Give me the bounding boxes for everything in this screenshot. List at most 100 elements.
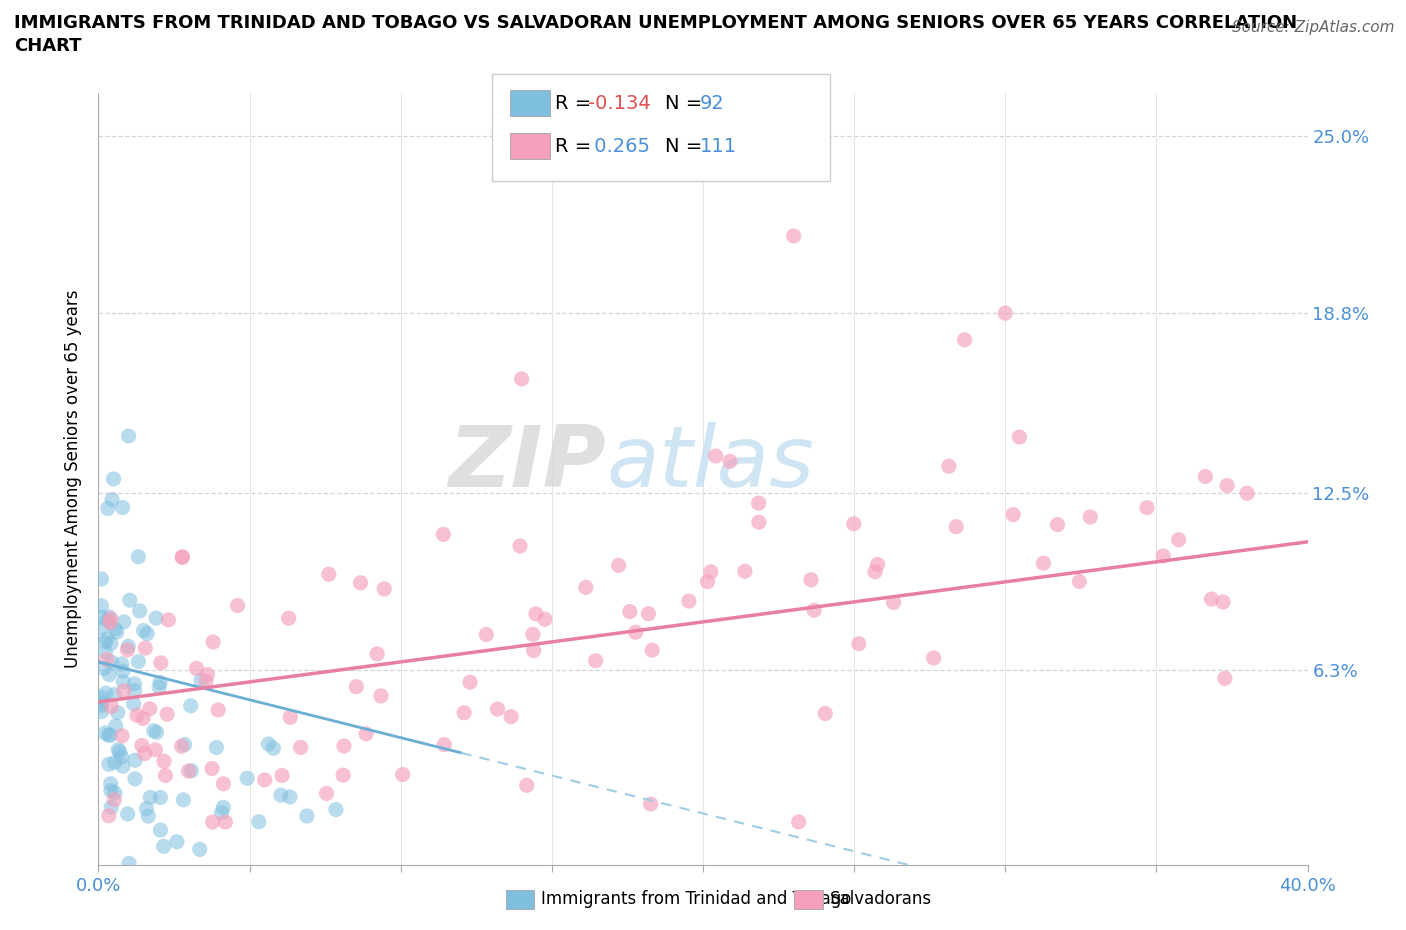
Point	[117, 806, 139, 821]
Point	[149, 790, 172, 805]
Point	[325, 803, 347, 817]
Point	[201, 761, 224, 776]
Point	[124, 771, 146, 786]
Point	[97, 609, 120, 624]
Point	[180, 698, 202, 713]
Point	[486, 701, 509, 716]
Point	[278, 790, 301, 804]
Point	[1152, 549, 1174, 564]
Point	[94, 685, 117, 700]
Point	[278, 710, 301, 724]
Point	[1069, 574, 1091, 589]
Point	[1136, 500, 1159, 515]
Point	[104, 755, 127, 770]
Point	[96, 613, 118, 628]
Point	[94, 644, 117, 659]
Point	[153, 754, 176, 769]
Point	[90, 690, 112, 705]
Point	[211, 805, 233, 820]
Point	[432, 527, 454, 542]
Point	[315, 786, 337, 801]
Text: 111: 111	[700, 137, 737, 155]
Point	[104, 719, 127, 734]
Point	[354, 726, 377, 741]
Point	[156, 707, 179, 722]
Point	[90, 598, 112, 613]
Point	[1194, 469, 1216, 484]
Point	[135, 802, 157, 817]
Point	[318, 566, 340, 581]
Point	[523, 644, 546, 658]
Point	[90, 572, 112, 587]
Point	[139, 790, 162, 804]
Point	[453, 705, 475, 720]
Point	[953, 332, 976, 347]
Point	[127, 550, 149, 565]
Point	[124, 752, 146, 767]
Point	[748, 496, 770, 511]
Point	[124, 676, 146, 691]
Point	[149, 656, 172, 671]
Point	[748, 514, 770, 529]
Point	[800, 572, 823, 587]
Point	[333, 738, 356, 753]
Point	[100, 636, 122, 651]
Point	[883, 595, 905, 610]
Point	[718, 454, 741, 469]
Point	[332, 767, 354, 782]
Point	[994, 306, 1017, 321]
Point	[391, 767, 413, 782]
Text: atlas: atlas	[606, 422, 814, 505]
Point	[110, 750, 132, 764]
Point	[103, 792, 125, 807]
Point	[1212, 594, 1234, 609]
Point	[522, 627, 544, 642]
Point	[122, 697, 145, 711]
Point	[132, 623, 155, 638]
Point	[111, 664, 134, 679]
Point	[172, 550, 194, 565]
Point	[373, 581, 395, 596]
Point	[136, 809, 159, 824]
Point	[97, 501, 120, 516]
Point	[945, 519, 967, 534]
Point	[640, 797, 662, 812]
Point	[1078, 510, 1101, 525]
Point	[253, 773, 276, 788]
Point	[370, 688, 392, 703]
Point	[499, 710, 522, 724]
Point	[90, 704, 112, 719]
Point	[108, 744, 131, 759]
Point	[194, 674, 217, 689]
Point	[104, 621, 127, 636]
Point	[607, 558, 630, 573]
Point	[842, 516, 865, 531]
Point	[1046, 517, 1069, 532]
Point	[1213, 671, 1236, 685]
Text: R =: R =	[555, 137, 598, 155]
Point	[98, 667, 121, 682]
Point	[534, 612, 557, 627]
Point	[734, 564, 756, 578]
Point	[637, 606, 659, 621]
Point	[124, 684, 146, 698]
Point	[107, 742, 129, 757]
Point	[704, 448, 727, 463]
Text: -0.134: -0.134	[588, 94, 651, 113]
Point	[1216, 478, 1239, 493]
Point	[132, 711, 155, 726]
Point	[624, 625, 647, 640]
Point	[173, 737, 195, 752]
Text: 92: 92	[700, 94, 725, 113]
Point	[112, 615, 135, 630]
Point	[111, 500, 134, 515]
Text: IMMIGRANTS FROM TRINIDAD AND TOBAGO VS SALVADORAN UNEMPLOYMENT AMONG SENIORS OVE: IMMIGRANTS FROM TRINIDAD AND TOBAGO VS S…	[14, 14, 1298, 32]
Point	[257, 737, 280, 751]
Point	[236, 771, 259, 786]
Point	[111, 657, 134, 671]
Point	[149, 675, 172, 690]
Point	[103, 472, 125, 486]
Point	[148, 680, 170, 695]
Point	[101, 655, 124, 670]
Point	[97, 728, 120, 743]
